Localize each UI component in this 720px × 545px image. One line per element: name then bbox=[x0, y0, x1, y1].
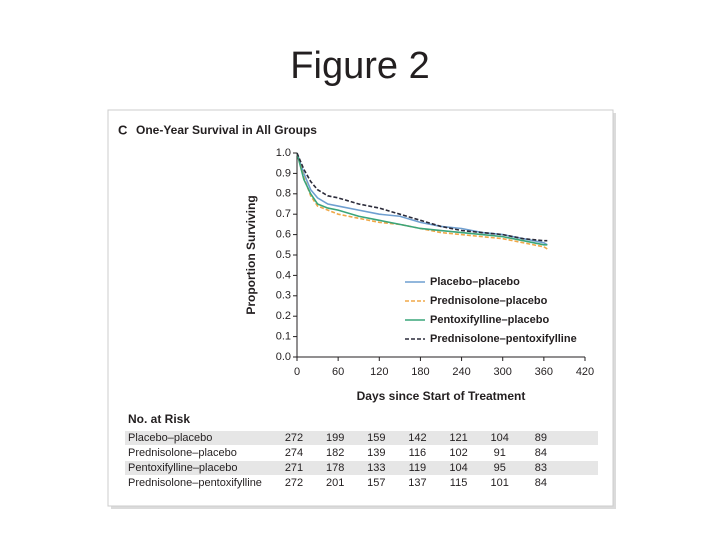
survival-line bbox=[296, 152, 548, 250]
x-tick-label: 180 bbox=[411, 366, 429, 378]
y-tick-label: 1.0 bbox=[276, 147, 291, 159]
x-tick-label: 60 bbox=[332, 366, 344, 378]
risk-count: 199 bbox=[326, 432, 344, 444]
risk-row-name: Prednisolone–pentoxifylline bbox=[128, 477, 262, 489]
risk-count: 84 bbox=[535, 477, 547, 489]
x-tick-label: 300 bbox=[494, 366, 512, 378]
risk-count: 119 bbox=[409, 462, 427, 474]
risk-count: 159 bbox=[367, 432, 385, 444]
risk-count: 83 bbox=[535, 462, 547, 474]
y-tick-label: 0.7 bbox=[276, 208, 291, 220]
risk-count: 89 bbox=[535, 432, 547, 444]
risk-count: 271 bbox=[285, 462, 303, 474]
legend-label: Pentoxifylline–placebo bbox=[430, 314, 549, 326]
risk-count: 137 bbox=[408, 477, 426, 489]
risk-count: 121 bbox=[449, 432, 467, 444]
risk-table-title: No. at Risk bbox=[128, 412, 190, 426]
risk-count: 84 bbox=[535, 447, 547, 459]
legend-label: Prednisolone–placebo bbox=[430, 295, 548, 307]
risk-count: 272 bbox=[285, 477, 303, 489]
survival-line bbox=[296, 152, 548, 242]
y-tick-label: 0.0 bbox=[276, 351, 291, 363]
risk-count: 91 bbox=[494, 447, 506, 459]
legend-label: Placebo–placebo bbox=[430, 276, 520, 288]
y-tick-label: 0.3 bbox=[276, 290, 291, 302]
risk-count: 142 bbox=[408, 432, 426, 444]
y-tick-label: 0.1 bbox=[276, 331, 291, 343]
y-tick-label: 0.5 bbox=[276, 249, 291, 261]
risk-count: 102 bbox=[449, 447, 467, 459]
risk-count: 101 bbox=[491, 477, 509, 489]
risk-count: 201 bbox=[326, 477, 344, 489]
risk-row-name: Pentoxifylline–placebo bbox=[128, 462, 237, 474]
panel-label: C bbox=[118, 122, 128, 137]
risk-count: 95 bbox=[494, 462, 506, 474]
row-shade bbox=[125, 461, 598, 475]
y-axis-label: Proportion Surviving bbox=[244, 195, 258, 314]
risk-count: 272 bbox=[285, 432, 303, 444]
risk-count: 178 bbox=[326, 462, 344, 474]
y-tick-label: 0.8 bbox=[276, 188, 291, 200]
risk-count: 274 bbox=[285, 447, 303, 459]
risk-row-name: Placebo–placebo bbox=[128, 432, 212, 444]
risk-count: 104 bbox=[491, 432, 509, 444]
legend-label: Prednisolone–pentoxifylline bbox=[430, 333, 577, 345]
slide-title: Figure 2 bbox=[290, 45, 429, 87]
chart-title: One-Year Survival in All Groups bbox=[136, 123, 317, 137]
x-tick-label: 120 bbox=[370, 366, 388, 378]
risk-count: 139 bbox=[367, 447, 385, 459]
row-shade bbox=[125, 431, 598, 445]
risk-count: 182 bbox=[326, 447, 344, 459]
x-tick-label: 420 bbox=[576, 366, 594, 378]
y-tick-label: 0.2 bbox=[276, 310, 291, 322]
x-tick-label: 0 bbox=[294, 366, 300, 378]
y-tick-label: 0.6 bbox=[276, 229, 291, 241]
risk-row-name: Prednisolone–placebo bbox=[128, 447, 237, 459]
x-tick-label: 360 bbox=[535, 366, 553, 378]
risk-count: 115 bbox=[450, 477, 468, 489]
survival-line bbox=[296, 152, 548, 246]
risk-count: 133 bbox=[367, 462, 385, 474]
x-tick-label: 240 bbox=[452, 366, 470, 378]
y-tick-label: 0.9 bbox=[276, 167, 291, 179]
risk-count: 104 bbox=[449, 462, 467, 474]
risk-count: 116 bbox=[409, 447, 427, 459]
y-tick-label: 0.4 bbox=[276, 269, 291, 281]
risk-count: 157 bbox=[367, 477, 385, 489]
x-axis-label: Days since Start of Treatment bbox=[357, 389, 526, 403]
